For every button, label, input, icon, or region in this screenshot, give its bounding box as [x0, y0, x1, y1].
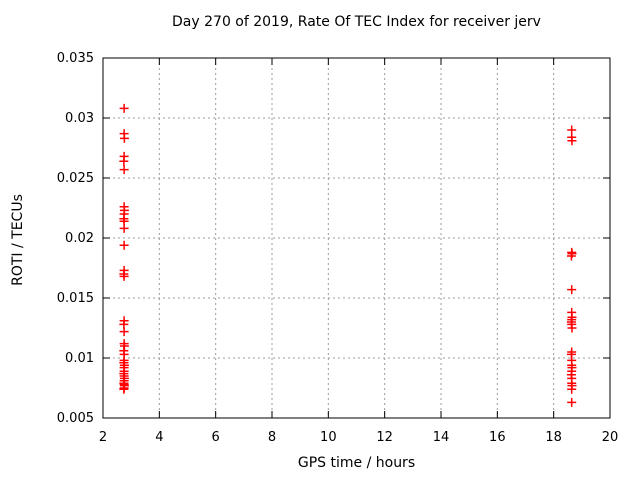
x-tick-label: 4: [155, 430, 163, 445]
x-tick-label: 16: [489, 430, 506, 445]
x-tick-label: 6: [212, 430, 220, 445]
x-tick-label: 8: [268, 430, 276, 445]
y-tick-label: 0.025: [57, 171, 94, 186]
x-tick-label: 2: [99, 430, 107, 445]
x-tick-label: 12: [376, 430, 393, 445]
axis-ticks: [102, 57, 611, 419]
grid-lines: [103, 58, 610, 418]
tick-labels: 2 4 6 8 10 12 14 16 18 20 0.005 0.01 0.015 0.02 0.025 0…: [57, 51, 618, 445]
data-point-marker: [119, 384, 129, 394]
chart-title: Day 270 of 2019, Rate Of TEC Index for r…: [172, 14, 541, 30]
data-point-marker: [119, 240, 129, 250]
x-axis-title: GPS time / hours: [297, 455, 416, 471]
data-point-marker: [119, 103, 129, 113]
data-point-marker: [567, 323, 577, 333]
x-tick-label: 18: [545, 430, 562, 445]
y-tick-label: 0.035: [57, 51, 94, 66]
data-points: [119, 103, 577, 407]
data-point-marker: [567, 397, 577, 407]
y-tick-label: 0.01: [65, 351, 94, 366]
data-point-marker: [567, 136, 577, 146]
y-tick-label: 0.005: [57, 411, 94, 426]
x-tick-label: 10: [320, 430, 337, 445]
data-point-marker: [566, 251, 576, 261]
y-tick-label: 0.015: [57, 291, 94, 306]
data-point-marker: [119, 271, 129, 281]
data-point-marker: [119, 133, 129, 143]
y-tick-label: 0.02: [65, 231, 94, 246]
data-point-marker: [119, 327, 129, 337]
y-axis-title: ROTI / TECUs: [10, 194, 26, 286]
data-point-marker: [119, 156, 129, 166]
x-tick-label: 14: [433, 430, 450, 445]
data-point-marker: [567, 285, 577, 295]
data-point-marker: [119, 165, 129, 175]
y-tick-label: 0.03: [65, 111, 94, 126]
data-point-marker: [567, 384, 577, 394]
data-point-marker: [119, 223, 129, 233]
x-tick-label: 20: [602, 430, 619, 445]
